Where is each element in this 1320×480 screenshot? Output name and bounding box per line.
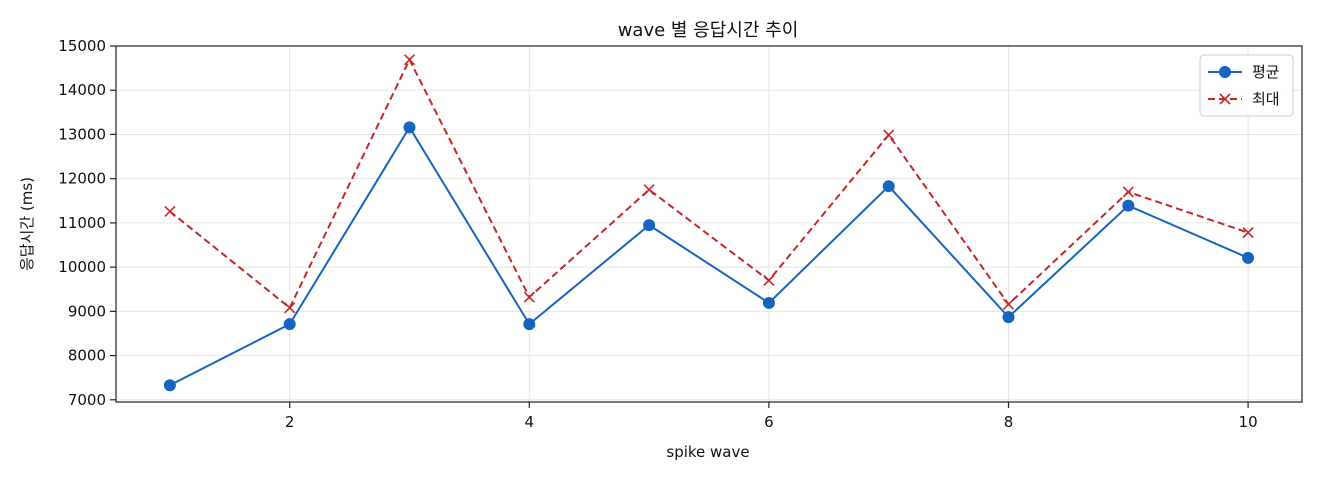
y-tick-label-11000: 11000 xyxy=(58,214,106,232)
data-point-average-7 xyxy=(882,180,895,193)
y-tick-label-7000: 7000 xyxy=(68,391,106,409)
data-point-average-10 xyxy=(1242,251,1255,264)
grid-lines xyxy=(116,45,1302,402)
legend-entry-average: 평균 xyxy=(1208,63,1280,81)
data-point-max-9 xyxy=(1122,186,1134,198)
data-point-max-8 xyxy=(1002,298,1015,310)
data-point-average-5 xyxy=(643,219,656,232)
data-point-max-3 xyxy=(403,54,416,66)
data-point-max-2 xyxy=(284,302,296,314)
x-tick-label-10: 10 xyxy=(1239,413,1258,431)
x-tick-label-4: 4 xyxy=(525,413,535,431)
y-tick-label-10000: 10000 xyxy=(58,258,106,276)
y-tick-label-14000: 14000 xyxy=(58,81,106,99)
legend-marker xyxy=(1219,66,1231,78)
data-point-average-8 xyxy=(1002,311,1015,324)
data-point-average-3 xyxy=(403,121,416,134)
data-point-max-5 xyxy=(643,184,655,196)
data-point-max-4 xyxy=(523,291,535,303)
data-point-max-7 xyxy=(883,129,895,141)
legend-label: 평균 xyxy=(1252,63,1280,81)
x-tick-label-6: 6 xyxy=(764,413,774,431)
axes: 2 4 6 8 10 7000 8000 9000 10000 11000 12000 13000 14… xyxy=(58,37,1303,431)
y-tick-label-8000: 8000 xyxy=(68,347,106,365)
legend-entry-max: 최대 xyxy=(1208,90,1280,108)
series-average xyxy=(163,121,1255,392)
y-axis-label: 응답시간 (ms) xyxy=(18,177,36,271)
legend-marker xyxy=(1219,93,1231,105)
series-max xyxy=(164,54,1254,314)
y-tick-label-13000: 13000 xyxy=(58,125,106,143)
data-point-average-4 xyxy=(523,318,536,331)
y-tick-label-12000: 12000 xyxy=(58,170,106,188)
data-point-max-1 xyxy=(164,205,176,217)
data-point-average-2 xyxy=(283,318,296,331)
plot-frame xyxy=(115,45,1303,403)
x-tick-label-8: 8 xyxy=(1004,413,1014,431)
data-point-max-6 xyxy=(763,274,775,286)
data-point-average-9 xyxy=(1122,199,1135,212)
y-tick-label-15000: 15000 xyxy=(58,37,106,55)
data-point-average-6 xyxy=(762,296,775,309)
x-axis-label: spike wave xyxy=(666,443,749,461)
y-tick-label-9000: 9000 xyxy=(68,302,106,320)
series-line-average xyxy=(169,125,1249,387)
chart-title: wave 별 응답시간 추이 xyxy=(618,20,799,41)
series-line-max xyxy=(169,57,1249,310)
series-layer xyxy=(163,54,1255,392)
x-tick-label-2: 2 xyxy=(285,413,295,431)
data-point-max-10 xyxy=(1242,227,1254,239)
legend-label: 최대 xyxy=(1252,90,1280,108)
data-point-average-1 xyxy=(163,379,176,392)
